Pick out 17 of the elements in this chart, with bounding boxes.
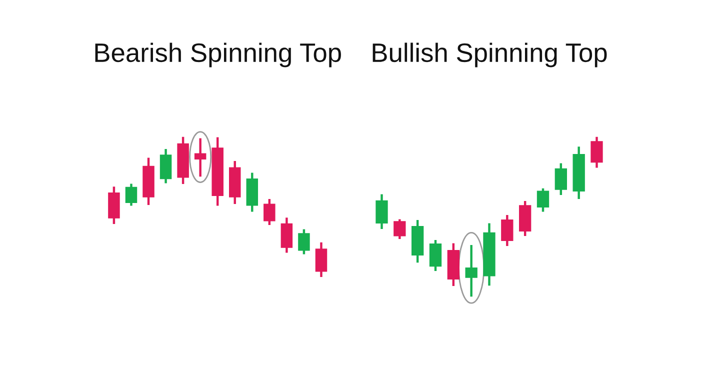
candlestick — [125, 182, 138, 207]
candlestick — [554, 162, 567, 196]
candlestick — [280, 216, 293, 254]
candlestick — [160, 148, 172, 184]
candlestick — [536, 187, 550, 213]
candlestick — [264, 198, 276, 226]
candlestick — [376, 193, 388, 230]
candlestick — [315, 241, 328, 277]
candlestick — [194, 137, 206, 178]
chart-title: Bullish Spinning Top — [372, 42, 607, 68]
candlestick — [394, 218, 406, 240]
candlestick — [590, 136, 603, 169]
candlestick — [429, 238, 442, 272]
chart-title: Bearish Spinning Top — [95, 42, 341, 68]
candlestick — [465, 244, 478, 297]
candlestick — [501, 214, 514, 248]
candlestick — [298, 228, 310, 256]
